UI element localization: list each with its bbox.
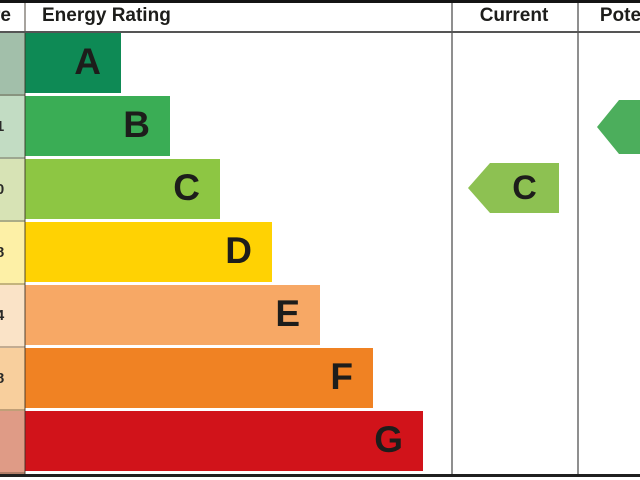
- rating-row-d: 55-68 D: [0, 222, 640, 285]
- table-bottom-border: [0, 474, 640, 477]
- band-bar-c: C: [25, 159, 220, 219]
- score-range-c: 69-80: [0, 159, 25, 222]
- rating-row-g: 1-20 G: [0, 411, 640, 474]
- current-column-header: Current: [479, 5, 549, 26]
- band-bar-b: B: [25, 96, 170, 156]
- rating-row-f: 21-38 F: [0, 348, 640, 411]
- band-bar-d: D: [25, 222, 272, 282]
- score-column-divider: [24, 0, 26, 477]
- score-range-a: 92+: [0, 33, 25, 96]
- rating-row-c: 69-80 C: [0, 159, 640, 222]
- band-bar-a: A: [25, 33, 121, 93]
- current-column-divider: [451, 0, 453, 477]
- rating-row-b: 81-91 B: [0, 96, 640, 159]
- rating-row-a: 92+ A: [0, 33, 640, 96]
- potential-column-header: Potential: [599, 5, 640, 26]
- band-bar-f: F: [25, 348, 373, 408]
- energy-rating-header: Energy Rating: [42, 5, 171, 26]
- score-range-f: 21-38: [0, 348, 25, 411]
- band-bar-g: G: [25, 411, 423, 471]
- score-range-d: 55-68: [0, 222, 25, 285]
- rating-row-e: 39-54 E: [0, 285, 640, 348]
- table-top-border: [0, 0, 640, 3]
- score-range-e: 39-54: [0, 285, 25, 348]
- potential-column-divider: [577, 0, 579, 477]
- header-underline: [0, 31, 640, 33]
- score-range-b: 81-91: [0, 96, 25, 159]
- current-rating-arrow: C: [468, 163, 559, 213]
- band-bar-e: E: [25, 285, 320, 345]
- score-column-header: Score: [0, 5, 11, 26]
- score-range-g: 1-20: [0, 411, 25, 474]
